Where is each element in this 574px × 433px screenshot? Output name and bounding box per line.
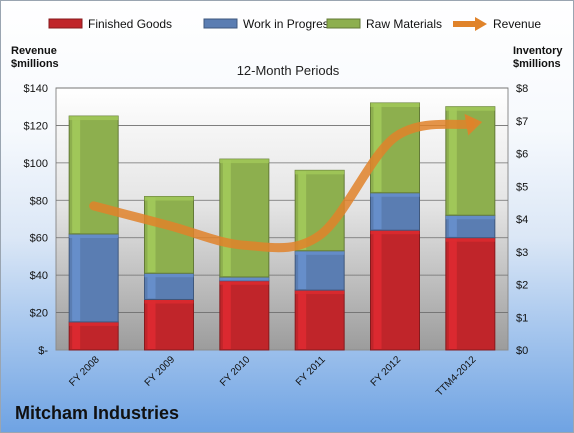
bar-highlight — [448, 216, 457, 237]
bar-cap — [445, 106, 495, 111]
bar-highlight — [72, 234, 81, 321]
right-tick-label: $8 — [516, 83, 528, 95]
bar-cap — [370, 192, 420, 197]
category-label: TTM4-2012 — [434, 354, 479, 399]
bar-cap — [295, 250, 345, 255]
bar-highlight — [298, 171, 307, 250]
legend-label: Work in Progress — [243, 17, 335, 31]
bar-cap — [144, 196, 194, 201]
left-axis-title: Revenue $millions — [11, 45, 59, 71]
category-label: FY 2011 — [294, 354, 328, 388]
bar-cap — [144, 299, 194, 304]
bar-highlight — [448, 238, 457, 349]
left-tick-label: $120 — [24, 120, 48, 132]
legend-swatch — [48, 18, 83, 29]
bar-highlight — [298, 291, 307, 349]
right-axis-title: Inventory $millions — [513, 45, 563, 71]
left-tick-label: $80 — [30, 195, 48, 207]
right-axis-title-line-1: Inventory — [513, 45, 563, 57]
category-label: FY 2008 — [67, 354, 102, 389]
legend-arrow-head — [475, 17, 487, 31]
category-label: FY 2012 — [369, 354, 404, 389]
right-tick-label: $6 — [516, 149, 528, 161]
legend-label: Raw Materials — [366, 17, 442, 31]
left-tick-label: $140 — [24, 83, 48, 95]
bar-cap — [69, 233, 119, 238]
chart-subtitle: 12-Month Periods — [236, 63, 340, 78]
bar-highlight — [373, 193, 382, 230]
company-name: Mitcham Industries — [15, 403, 180, 423]
right-tick-label: $2 — [516, 280, 528, 292]
right-axis-title-line-2: $millions — [513, 58, 561, 70]
bar-cap — [295, 170, 345, 175]
left-tick-label: $100 — [24, 158, 48, 170]
left-tick-label: $20 — [30, 308, 48, 320]
bar-cap — [295, 290, 345, 295]
bar-cap — [370, 230, 420, 235]
legend-swatch — [326, 18, 361, 29]
bar-cap — [219, 277, 269, 281]
bar-highlight — [222, 281, 231, 349]
bar-cap — [144, 273, 194, 278]
legend-label: Revenue — [493, 17, 541, 31]
bar-cap — [69, 321, 119, 326]
right-tick-label: $3 — [516, 247, 528, 259]
legend-swatch — [203, 18, 238, 29]
bar-cap — [219, 159, 269, 164]
bar-highlight — [147, 300, 156, 349]
category-label: FY 2010 — [218, 354, 253, 389]
revenue-line — [89, 119, 475, 253]
left-axis-title-line-1: Revenue — [11, 45, 57, 57]
bar-cap — [445, 215, 495, 220]
right-tick-label: $0 — [516, 345, 528, 357]
bar-highlight — [448, 107, 457, 215]
bar-cap — [69, 116, 119, 121]
right-tick-label: $5 — [516, 181, 528, 193]
category-label: FY 2009 — [143, 354, 178, 389]
left-axis-title-line-2: $millions — [11, 58, 59, 70]
legend-label: Finished Goods — [88, 17, 172, 31]
bar-highlight — [373, 103, 382, 192]
bar-cap — [445, 237, 495, 242]
bar-highlight — [72, 322, 81, 349]
revenue-arrow-head — [464, 113, 483, 136]
right-tick-label: $7 — [516, 116, 528, 128]
bar-cap — [219, 280, 269, 285]
bar-highlight — [222, 160, 231, 277]
bar-highlight — [147, 197, 156, 273]
bar-highlight — [298, 251, 307, 290]
left-tick-label: $40 — [30, 270, 48, 282]
bar-highlight — [147, 274, 156, 299]
left-tick-label: $60 — [30, 233, 48, 245]
bar-cap — [370, 102, 420, 107]
bar-highlight — [373, 231, 382, 349]
right-tick-label: $1 — [516, 312, 528, 324]
left-tick-label: $- — [38, 345, 48, 357]
bar-highlight — [72, 117, 81, 233]
right-tick-label: $4 — [516, 214, 528, 226]
